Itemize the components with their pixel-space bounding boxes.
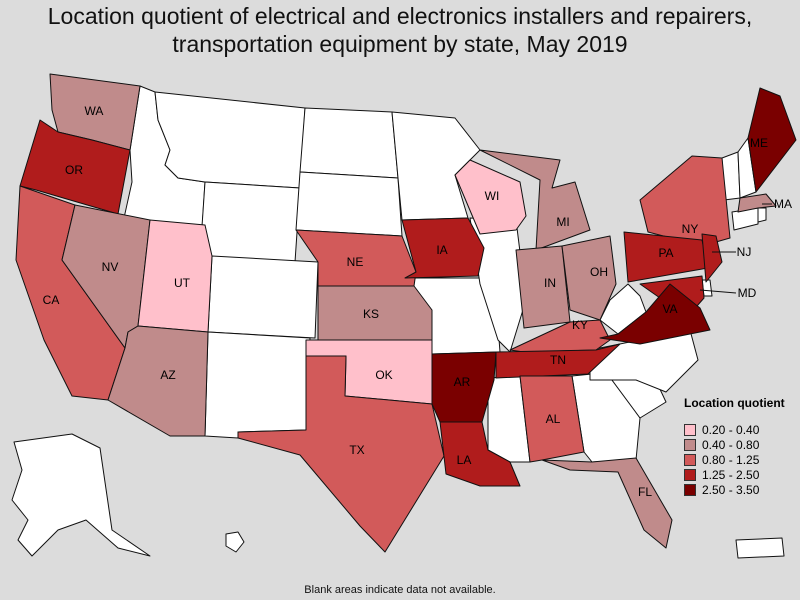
footnote: Blank areas indicate data not available. (304, 584, 496, 596)
state-CO[interactable] (207, 255, 319, 339)
label-MA: MA (774, 197, 792, 211)
label-AR: AR (454, 375, 471, 389)
legend-swatch-2 (684, 453, 696, 466)
state-RI[interactable] (757, 207, 767, 223)
state-UT[interactable] (137, 219, 213, 333)
state-HI[interactable] (225, 531, 245, 553)
state-VA[interactable] (599, 283, 711, 345)
label-WI: WI (485, 189, 500, 203)
state-NM[interactable] (204, 331, 311, 439)
legend-item-2: 0.80 - 1.25 (684, 452, 796, 467)
label-ME: ME (750, 136, 768, 150)
label-WA: WA (85, 104, 104, 118)
legend-label-0: 0.20 - 0.40 (702, 422, 760, 437)
label-AL: AL (546, 412, 561, 426)
state-TX[interactable] (237, 355, 445, 553)
label-FL: FL (638, 485, 652, 499)
legend-title: Location quotient (684, 396, 785, 410)
state-AL[interactable] (519, 375, 585, 463)
label-MI: MI (556, 215, 569, 229)
label-CA: CA (43, 293, 60, 307)
state-FL[interactable] (541, 457, 673, 549)
territory-PR[interactable] (735, 537, 785, 559)
legend-label-4: 2.50 - 3.50 (702, 482, 760, 497)
label-NV: NV (102, 260, 119, 274)
state-IN[interactable] (515, 245, 571, 329)
label-KS: KS (363, 307, 379, 321)
legend-swatch-1 (684, 438, 696, 451)
state-AK[interactable] (11, 433, 151, 557)
state-AZ[interactable] (107, 325, 209, 437)
label-AZ: AZ (160, 368, 175, 382)
state-MN[interactable] (391, 111, 481, 221)
legend-label-1: 0.40 - 0.80 (702, 437, 760, 452)
legend-swatch-4 (684, 483, 696, 496)
label-MD: MD (738, 286, 757, 300)
label-OR: OR (65, 163, 83, 177)
state-SD[interactable] (295, 171, 403, 237)
state-IA[interactable] (401, 217, 485, 279)
state-MA[interactable] (737, 193, 777, 213)
legend-swatch-0 (684, 423, 696, 436)
state-labels: WA OR CA NV UT AZ NE KS OK TX IA AR LA W… (43, 104, 792, 499)
label-IN: IN (544, 276, 556, 290)
label-NY: NY (682, 222, 699, 236)
map-title: Location quotient of electrical and elec… (47, 3, 753, 57)
label-LA: LA (457, 453, 472, 467)
legend-item-3: 1.25 - 2.50 (684, 467, 796, 482)
label-OH: OH (590, 265, 608, 279)
legend-label-3: 1.25 - 2.50 (702, 467, 760, 482)
label-KY: KY (572, 318, 588, 332)
map-legend: Location quotient 0.20 - 0.40 0.40 - 0.8… (684, 396, 796, 497)
state-ME[interactable] (747, 87, 797, 193)
label-VA: VA (662, 302, 677, 316)
legend-swatch-3 (684, 468, 696, 481)
state-KS[interactable] (317, 285, 433, 341)
label-NE: NE (347, 255, 364, 269)
state-NJ[interactable] (701, 233, 723, 283)
state-ND[interactable] (299, 107, 399, 179)
label-IA: IA (436, 243, 447, 257)
label-TN: TN (550, 353, 566, 367)
state-TN[interactable] (495, 343, 621, 379)
label-NJ: NJ (737, 245, 752, 259)
state-MT[interactable] (154, 91, 306, 189)
label-TX: TX (349, 443, 364, 457)
label-UT: UT (174, 276, 191, 290)
state-MI[interactable] (479, 149, 591, 251)
legend-item-4: 2.50 - 3.50 (684, 482, 796, 497)
legend-item-0: 0.20 - 0.40 (684, 422, 796, 437)
state-OH[interactable] (561, 235, 617, 321)
state-WY[interactable] (199, 181, 301, 263)
label-OK: OK (375, 368, 392, 382)
data-states (15, 73, 797, 553)
label-PA: PA (658, 246, 673, 260)
state-NY[interactable] (639, 155, 731, 247)
leader-line-MD (699, 289, 737, 294)
legend-item-1: 0.40 - 0.80 (684, 437, 796, 452)
no-data-states (11, 85, 785, 559)
state-LA[interactable] (439, 421, 521, 487)
state-WI[interactable] (454, 159, 527, 235)
legend-label-2: 0.80 - 1.25 (702, 452, 760, 467)
state-CT[interactable] (731, 207, 759, 231)
